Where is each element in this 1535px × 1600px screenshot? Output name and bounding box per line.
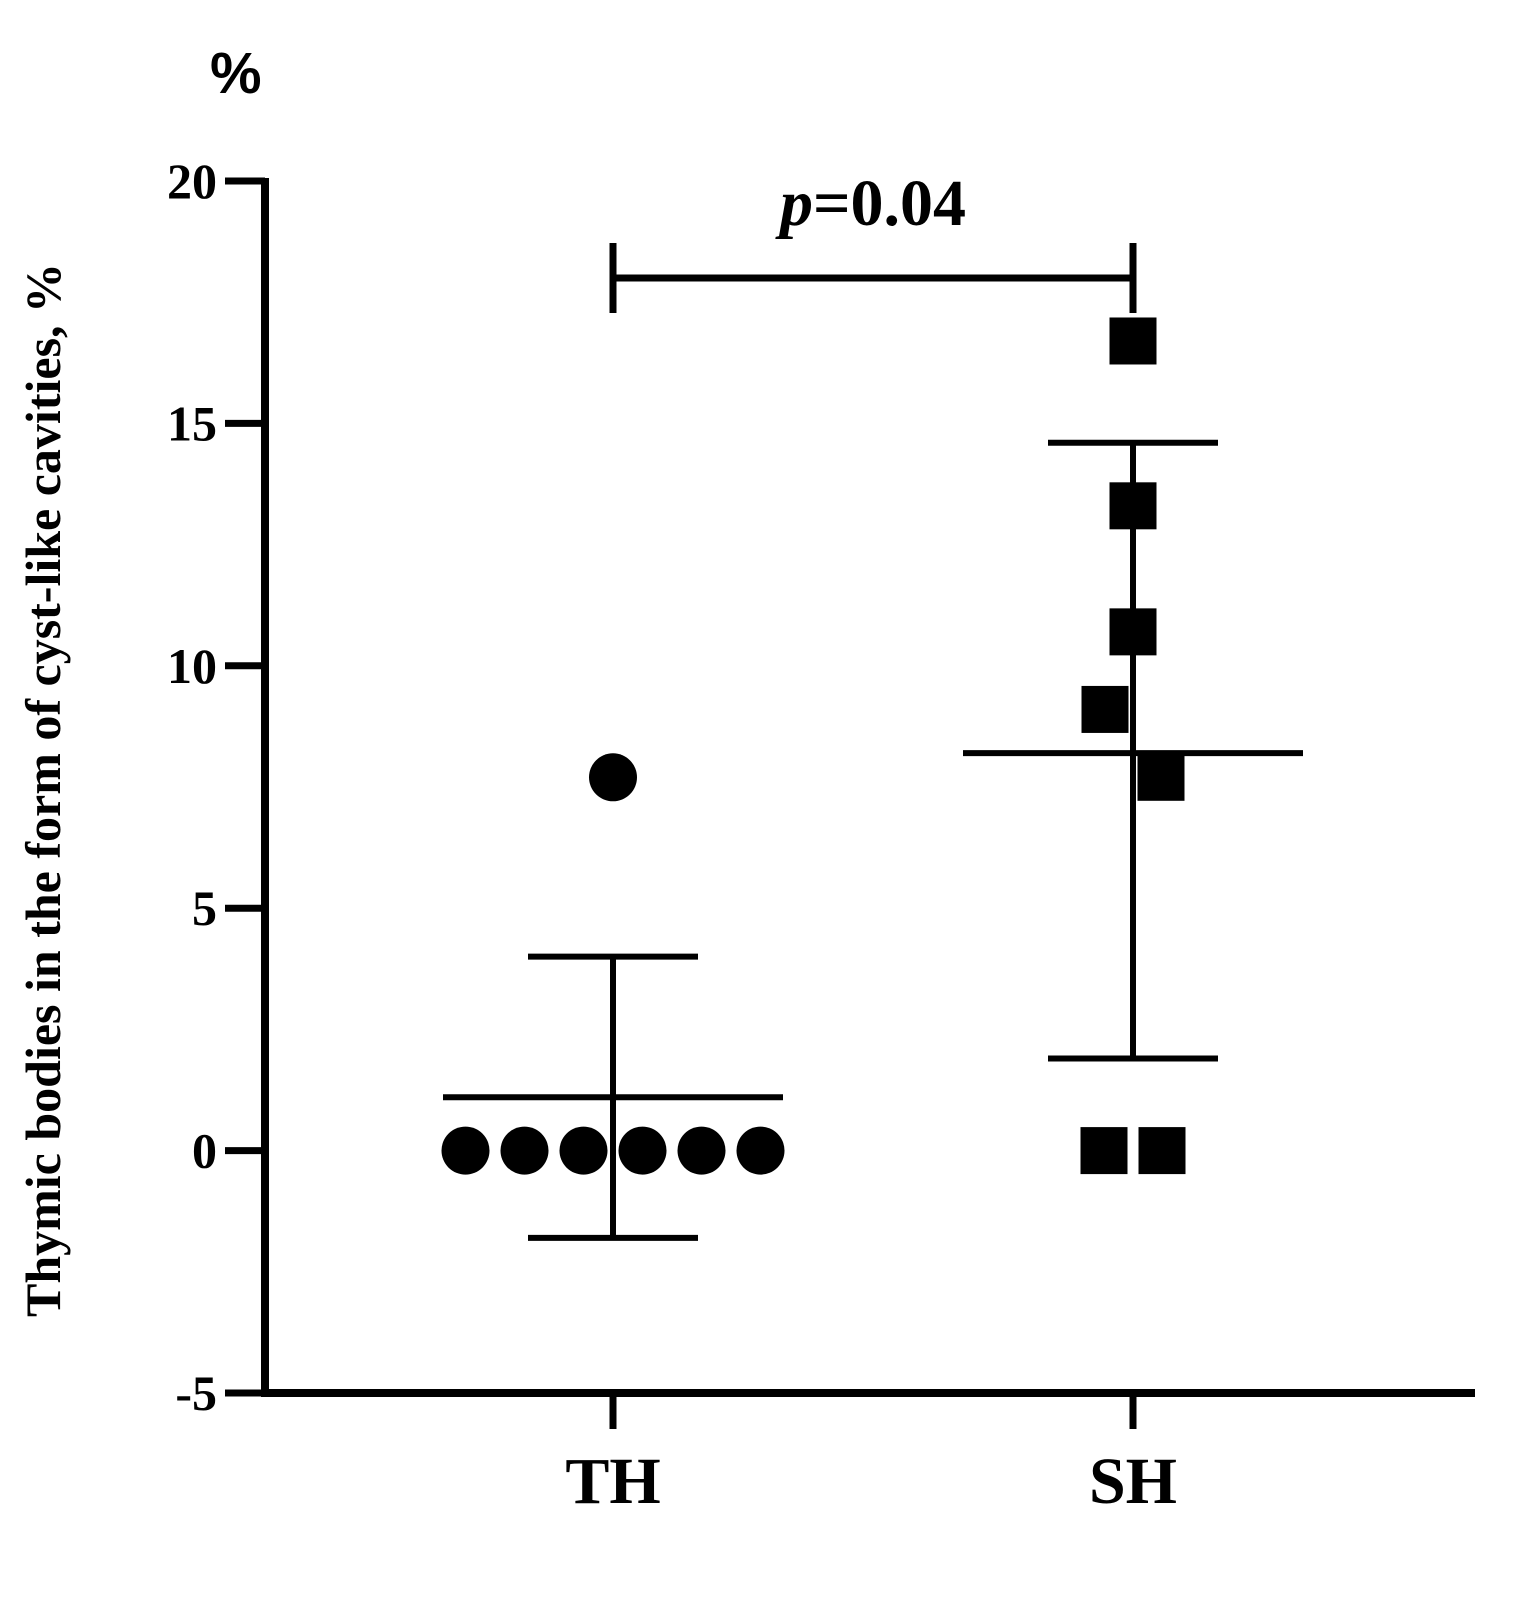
y-tick-label: -5 xyxy=(175,1365,217,1421)
data-point-TH xyxy=(441,1126,490,1175)
data-point-TH xyxy=(618,1126,667,1175)
data-point-TH xyxy=(677,1126,726,1175)
data-point-SH xyxy=(1080,1127,1128,1175)
data-point-SH xyxy=(1137,753,1185,801)
p-symbol: p xyxy=(775,167,813,240)
y-axis-label: Thymic bodies in the form of cyst-like c… xyxy=(15,263,71,1317)
data-point-SH xyxy=(1109,317,1157,365)
axes xyxy=(261,178,1475,1397)
y-unit-label: % xyxy=(210,41,262,106)
x-category-label: SH xyxy=(1089,1445,1177,1518)
y-ticks: -5 0 5 10 15 20 xyxy=(167,153,265,1421)
data-point-SH xyxy=(1138,1127,1186,1175)
p-value: =0.04 xyxy=(813,167,966,240)
y-tick-label: 5 xyxy=(192,880,217,936)
data-point-SH xyxy=(1081,685,1129,733)
significance-annotation: p=0.04 xyxy=(609,167,1137,313)
data-point-SH xyxy=(1109,608,1157,656)
error-bars xyxy=(443,439,1303,1241)
data-point-TH xyxy=(736,1126,785,1175)
data-point-TH xyxy=(559,1126,608,1175)
p-value-label: p=0.04 xyxy=(775,167,966,240)
y-tick-label: 0 xyxy=(192,1123,217,1179)
data-point-TH xyxy=(500,1126,549,1175)
x-category-label: TH xyxy=(565,1445,660,1518)
y-tick-label: 20 xyxy=(167,153,217,209)
data-point-TH xyxy=(589,753,637,802)
data-points xyxy=(441,317,1186,1175)
x-categories: TH SH xyxy=(565,1393,1177,1518)
data-point-SH xyxy=(1109,482,1157,530)
y-tick-label: 15 xyxy=(167,395,217,451)
y-tick-label: 10 xyxy=(167,638,217,694)
